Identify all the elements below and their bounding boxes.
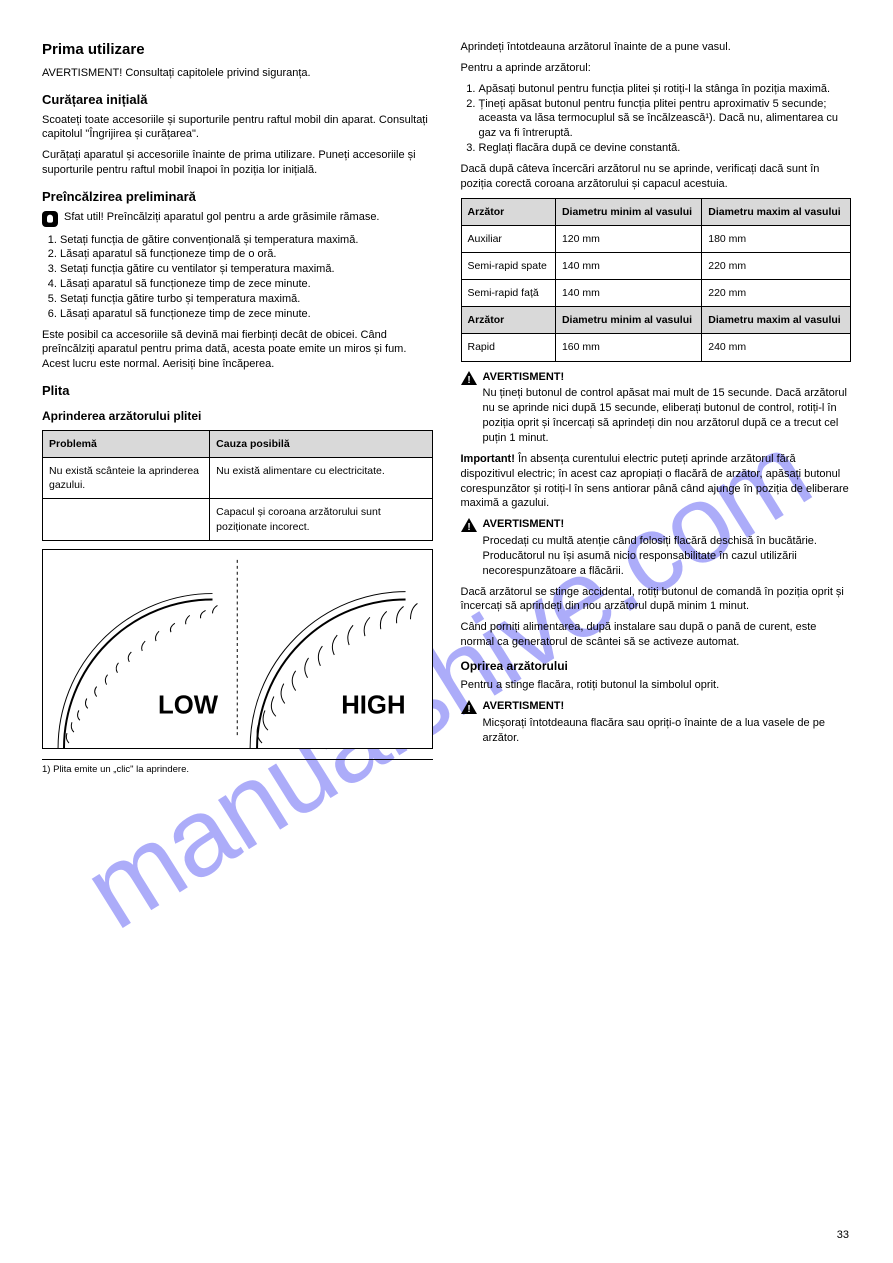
table-row: Capacul și coroana arzătorului sunt pozi… xyxy=(43,499,433,540)
footnote-1: 1) Plita emite un „clic" la aprindere. xyxy=(42,759,433,777)
high-ring xyxy=(250,591,417,747)
ignition-step: Apăsați butonul pentru funcția plitei și… xyxy=(479,82,852,97)
heading-initial-cleaning: Curățarea inițială xyxy=(42,91,433,109)
cause-cell: Capacul și coroana arzătorului sunt pozi… xyxy=(210,499,432,540)
burner-col-header: Arzător xyxy=(461,198,555,225)
tip-text: Sfat util! Preîncălziți aparatul gol pen… xyxy=(64,210,380,227)
turnoff-para: Pentru a stinge flacăra, rotiți butonul … xyxy=(461,678,852,693)
two-column-layout: Prima utilizare AVERTISMENT! Consultați … xyxy=(42,40,851,1210)
table-row: Auxiliar 120 mm 180 mm xyxy=(461,225,851,252)
mindia-cell: 120 mm xyxy=(555,225,701,252)
maxdia-col-header-2: Diametru maxim al vasului xyxy=(702,307,851,334)
right-para-1: Aprindeți întotdeauna arzătorul înainte … xyxy=(461,40,852,55)
preheat-step: Setați funcția gătire cu ventilator și t… xyxy=(60,262,433,277)
warning-title: AVERTISMENT! xyxy=(483,699,852,714)
preheat-step: Lăsați aparatul să funcționeze timp de z… xyxy=(60,307,433,322)
intro-warning: AVERTISMENT! Consultați capitolele privi… xyxy=(42,66,433,81)
para-initial-cleaning-2: Curățați aparatul și accesoriile înainte… xyxy=(42,148,433,178)
mindia-col-header: Diametru minim al vasului xyxy=(555,198,701,225)
tip-block: Sfat util! Preîncălziți aparatul gol pen… xyxy=(42,210,433,227)
table-row: Semi-rapid față 140 mm 220 mm xyxy=(461,280,851,307)
preheat-step: Setați funcția gătire turbo și temperatu… xyxy=(60,292,433,307)
heading-hob: Plita xyxy=(42,382,433,400)
ignition-step: Reglați flacăra după ce devine constantă… xyxy=(479,141,852,156)
mindia-cell: 140 mm xyxy=(555,252,701,279)
warning-block-1: ! AVERTISMENT! Nu țineți butonul de cont… xyxy=(461,370,852,446)
warning-body: Procedați cu multă atenție când folosiți… xyxy=(483,534,852,579)
ignition-step: Țineți apăsat butonul pentru funcția pli… xyxy=(479,97,852,142)
important-title: Important! xyxy=(461,453,515,465)
problem-cell: Nu există scânteie la aprinderea gazului… xyxy=(43,458,210,499)
heading-turnoff: Oprirea arzătorului xyxy=(461,658,852,674)
warning-block-3: ! AVERTISMENT! Micșorați întotdeauna fla… xyxy=(461,699,852,746)
mindia-col-header-2: Diametru minim al vasului xyxy=(555,307,701,334)
figure-low-label: LOW xyxy=(158,691,219,719)
mindia-cell: 140 mm xyxy=(555,280,701,307)
burner-cell: Rapid xyxy=(461,334,555,361)
burner-cell: Auxiliar xyxy=(461,225,555,252)
preheat-step: Lăsați aparatul să funcționeze timp de o… xyxy=(60,247,433,262)
burner-cell: Semi-rapid față xyxy=(461,280,555,307)
important-block: Important! În absența curentului electri… xyxy=(461,452,852,511)
heading-ignition: Aprinderea arzătorului plitei xyxy=(42,408,433,424)
preheat-steps: Setați funcția de gătire convențională ș… xyxy=(42,233,433,322)
warning-title: AVERTISMENT! xyxy=(483,370,852,385)
problem-col-header: Problemă xyxy=(43,430,210,457)
warning-icon: ! xyxy=(461,700,477,714)
burner-spec-table: Arzător Diametru minim al vasului Diamet… xyxy=(461,198,852,362)
right-para-2: Pentru a aprinde arzătorul: xyxy=(461,61,852,76)
maxdia-cell: 180 mm xyxy=(702,225,851,252)
right-para-4: Dacă arzătorul se stinge accidental, rot… xyxy=(461,585,852,615)
warning-icon: ! xyxy=(461,371,477,385)
table-row: Semi-rapid spate 140 mm 220 mm xyxy=(461,252,851,279)
right-para-3: Dacă după câteva încercări arzătorul nu … xyxy=(461,162,852,192)
page-number: 33 xyxy=(837,1228,849,1243)
flame-figure: LOW HIGH xyxy=(42,549,433,749)
page-title: Prima utilizare xyxy=(42,40,433,60)
ignition-steps: Apăsați butonul pentru funcția plitei și… xyxy=(461,82,852,156)
burner-col-header-2: Arzător xyxy=(461,307,555,334)
preheat-step: Setați funcția de gătire convențională ș… xyxy=(60,233,433,248)
cause-cell: Nu există alimentare cu electricitate. xyxy=(210,458,432,499)
warning-body: Micșorați întotdeauna flacăra sau opriți… xyxy=(483,716,852,746)
low-ring xyxy=(58,593,217,747)
maxdia-cell: 220 mm xyxy=(702,280,851,307)
table-row: Rapid 160 mm 240 mm xyxy=(461,334,851,361)
figure-high-label: HIGH xyxy=(341,691,405,719)
cause-col-header: Cauza posibilă xyxy=(210,430,432,457)
warning-block-2: ! AVERTISMENT! Procedați cu multă atenți… xyxy=(461,517,852,578)
mindia-cell: 160 mm xyxy=(555,334,701,361)
warning-body: Nu țineți butonul de control apăsat mai … xyxy=(483,386,852,445)
maxdia-col-header: Diametru maxim al vasului xyxy=(702,198,851,225)
para-initial-cleaning-1: Scoateți toate accesoriile și suporturil… xyxy=(42,113,433,143)
maxdia-cell: 220 mm xyxy=(702,252,851,279)
preheat-step: Lăsați aparatul să funcționeze timp de z… xyxy=(60,277,433,292)
table-row: Nu există scânteie la aprinderea gazului… xyxy=(43,458,433,499)
warning-icon: ! xyxy=(461,518,477,532)
problem-cell xyxy=(43,499,210,540)
right-para-5: Când porniți alimentarea, după instalare… xyxy=(461,620,852,650)
problem-table: Problemă Cauza posibilă Nu există scânte… xyxy=(42,430,433,541)
burner-cell: Semi-rapid spate xyxy=(461,252,555,279)
svg-text:!: ! xyxy=(467,522,470,532)
svg-text:!: ! xyxy=(467,704,470,714)
warning-title: AVERTISMENT! xyxy=(483,517,852,532)
lightbulb-icon xyxy=(42,211,58,227)
preheat-tail: Este posibil ca accesoriile să devină ma… xyxy=(42,328,433,373)
svg-text:!: ! xyxy=(467,375,470,385)
heading-preheating: Preîncălzirea preliminară xyxy=(42,188,433,206)
maxdia-cell: 240 mm xyxy=(702,334,851,361)
important-body: În absența curentului electric puteți ap… xyxy=(461,453,849,510)
